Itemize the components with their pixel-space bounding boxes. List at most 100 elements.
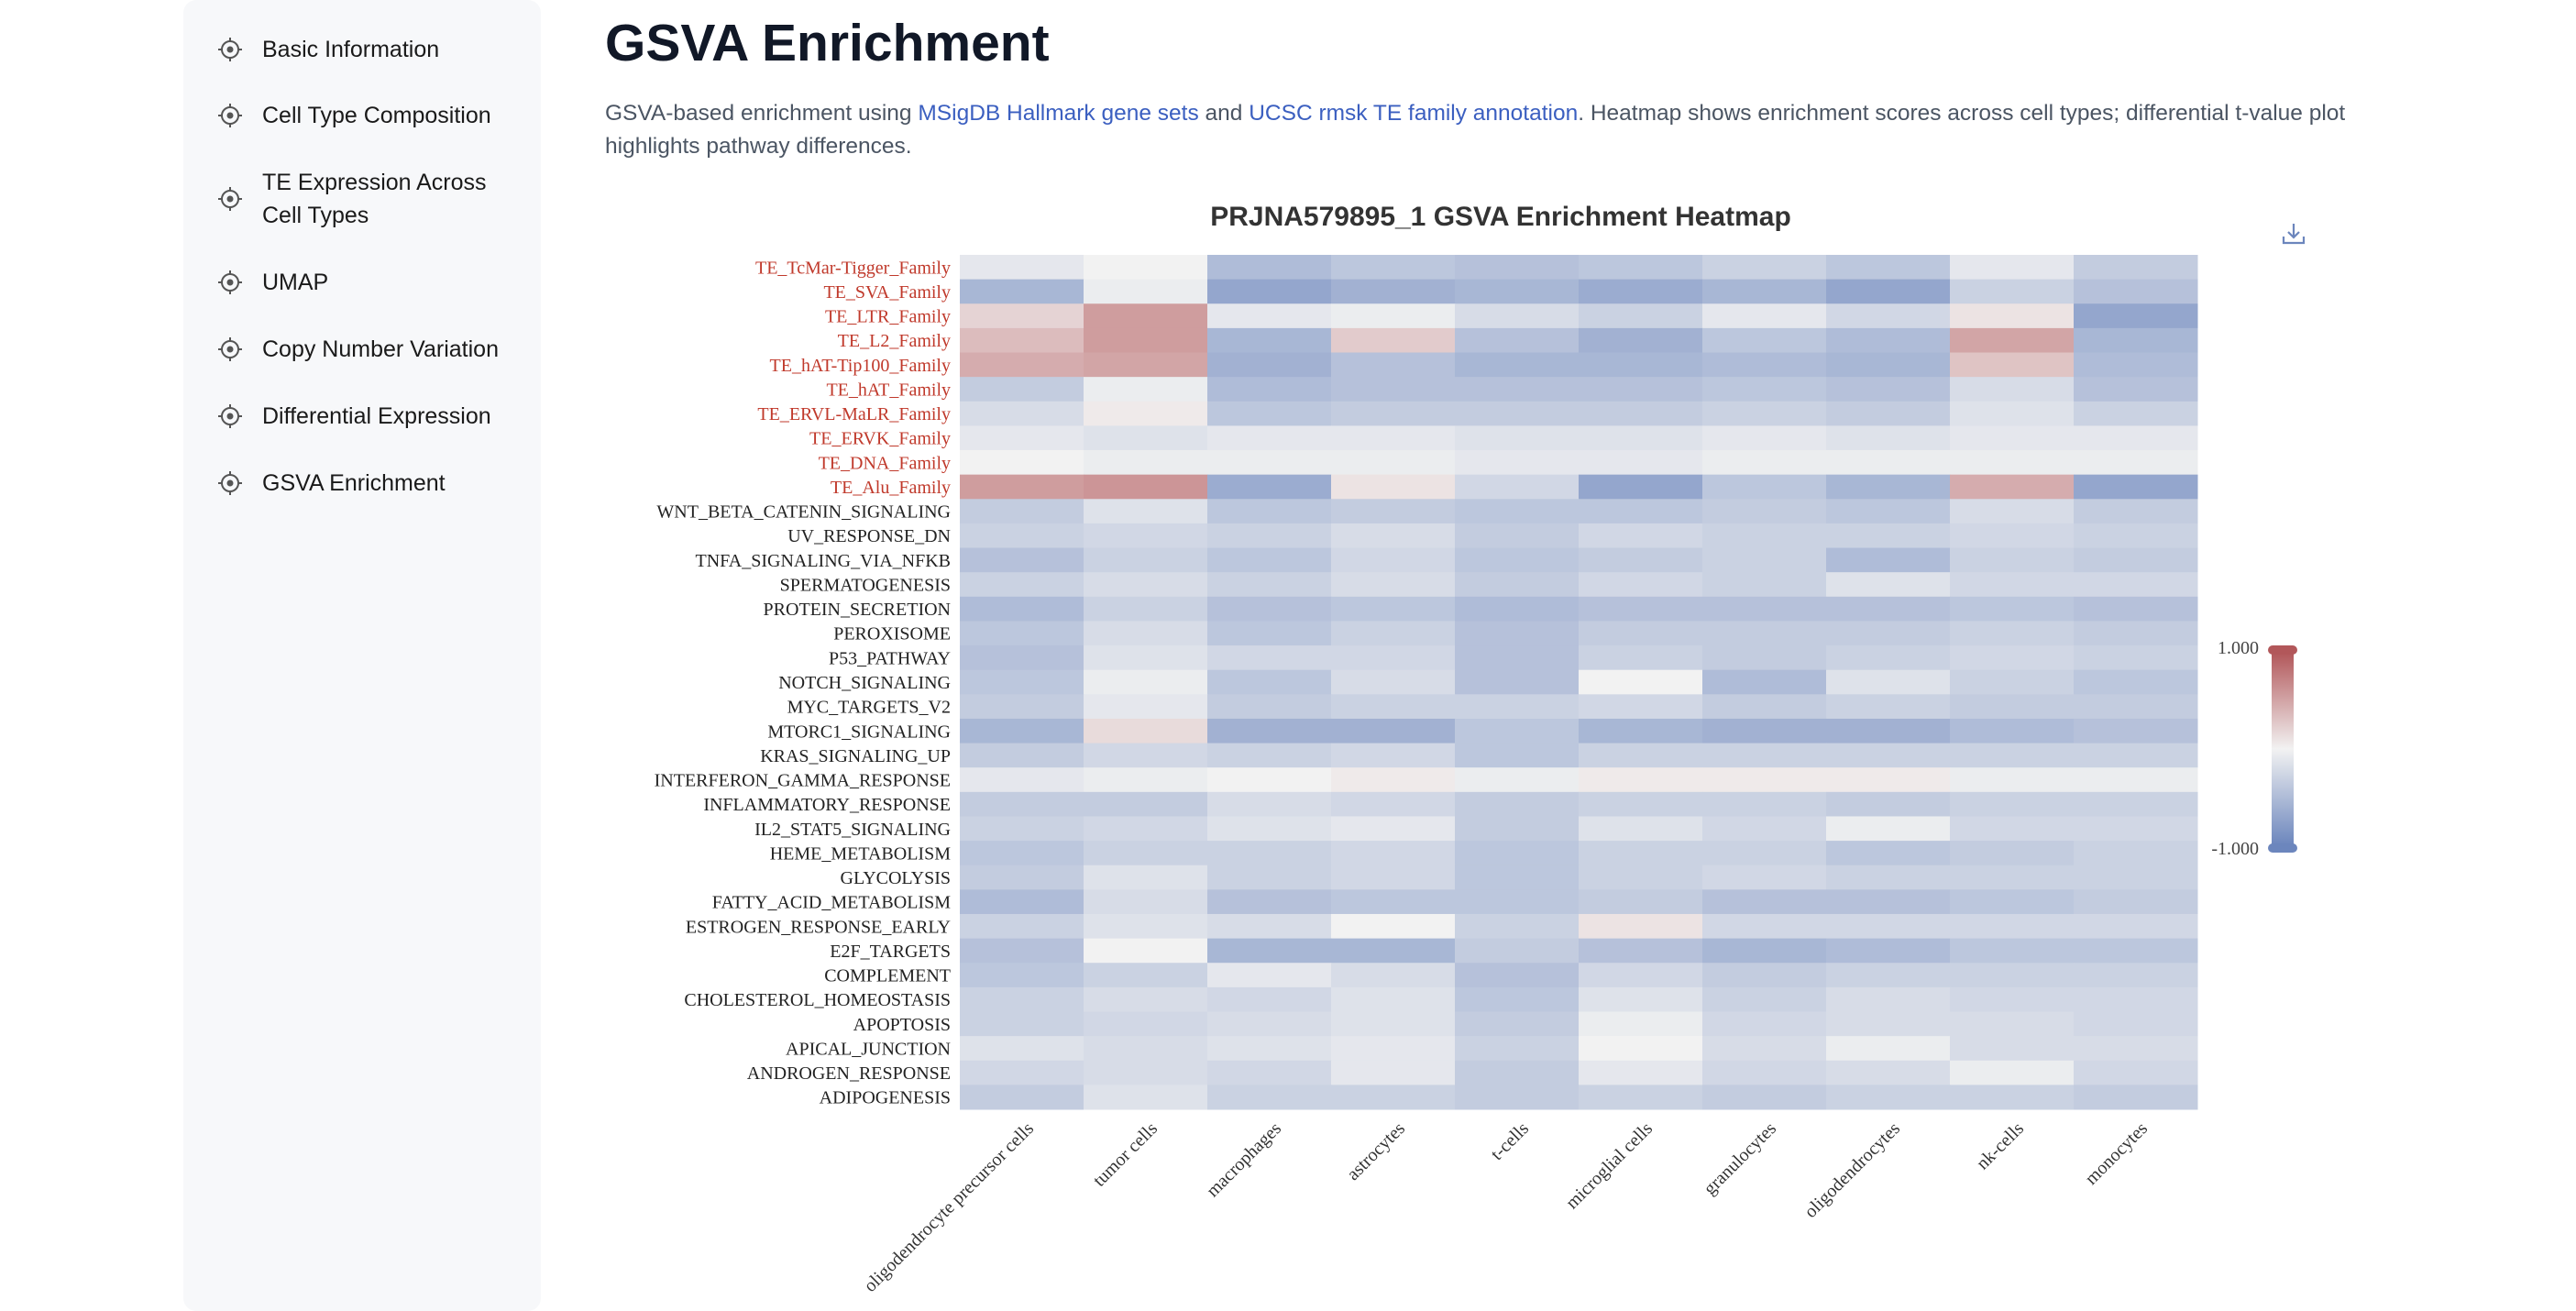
sidebar-item-te-expression[interactable]: TE Expression Across Cell Types: [216, 166, 487, 232]
heatmap-cell[interactable]: [1826, 621, 1951, 646]
heatmap-cell[interactable]: [1702, 913, 1827, 940]
heatmap-cell[interactable]: [1702, 596, 1827, 622]
heatmap-cell[interactable]: [1331, 1011, 1456, 1037]
heatmap-cell[interactable]: [1331, 963, 1456, 988]
heatmap-cell[interactable]: [2074, 401, 2198, 426]
heatmap-cell[interactable]: [1702, 889, 1827, 915]
heatmap-cell[interactable]: [1950, 352, 2075, 378]
heatmap-cell[interactable]: [1579, 1036, 1703, 1062]
heatmap-cell[interactable]: [2074, 596, 2198, 622]
heatmap-cell[interactable]: [2074, 816, 2198, 842]
heatmap-cell[interactable]: [2074, 474, 2198, 500]
heatmap-cell[interactable]: [1826, 718, 1951, 744]
heatmap-cell[interactable]: [2074, 499, 2198, 524]
heatmap-cell[interactable]: [960, 352, 1084, 378]
heatmap-cell[interactable]: [2074, 1011, 2198, 1037]
heatmap-cell[interactable]: [1455, 377, 1580, 402]
heatmap-cell[interactable]: [1455, 913, 1580, 940]
heatmap-cell[interactable]: [1331, 645, 1456, 671]
heatmap-cell[interactable]: [1950, 401, 2075, 426]
heatmap-cell[interactable]: [1826, 255, 1951, 281]
heatmap-cell[interactable]: [1331, 913, 1456, 940]
heatmap-cell[interactable]: [1331, 547, 1456, 573]
heatmap-cell[interactable]: [1950, 474, 2075, 500]
heatmap-cell[interactable]: [1950, 377, 2075, 402]
heatmap-cell[interactable]: [1455, 986, 1580, 1012]
heatmap-cell[interactable]: [1207, 718, 1332, 744]
heatmap-cell[interactable]: [1702, 450, 1827, 476]
heatmap-cell[interactable]: [960, 255, 1084, 281]
heatmap-cell[interactable]: [1702, 669, 1827, 695]
heatmap-cell[interactable]: [2074, 718, 2198, 744]
heatmap-cell[interactable]: [1331, 669, 1456, 695]
heatmap-cell[interactable]: [1084, 474, 1208, 500]
heatmap-cell[interactable]: [1455, 572, 1580, 598]
heatmap-cell[interactable]: [1579, 401, 1703, 426]
heatmap-cell[interactable]: [960, 1036, 1084, 1062]
heatmap-cell[interactable]: [1455, 327, 1580, 354]
heatmap-cell[interactable]: [2074, 279, 2198, 304]
heatmap-cell[interactable]: [1579, 255, 1703, 281]
heatmap-cell[interactable]: [2074, 523, 2198, 549]
heatmap-cell[interactable]: [1455, 547, 1580, 573]
heatmap-cell[interactable]: [1455, 791, 1580, 817]
heatmap-cell[interactable]: [1331, 841, 1456, 866]
heatmap-cell[interactable]: [1455, 621, 1580, 646]
heatmap-cell[interactable]: [1826, 1011, 1951, 1037]
heatmap-cell[interactable]: [1950, 255, 2075, 281]
heatmap-cell[interactable]: [1950, 645, 2075, 671]
heatmap-cell[interactable]: [1084, 255, 1208, 281]
heatmap-cell[interactable]: [1579, 596, 1703, 622]
heatmap-cell[interactable]: [960, 1011, 1084, 1037]
heatmap-cell[interactable]: [960, 596, 1084, 622]
sidebar-item-gsva-enrichment[interactable]: GSVA Enrichment: [216, 467, 446, 500]
heatmap-cell[interactable]: [960, 1085, 1084, 1110]
heatmap-cell[interactable]: [1331, 499, 1456, 524]
heatmap-cell[interactable]: [2074, 986, 2198, 1012]
heatmap-cell[interactable]: [1207, 767, 1332, 793]
heatmap-cell[interactable]: [1207, 669, 1332, 695]
colorbar-min-handle[interactable]: [2268, 843, 2297, 853]
heatmap-cell[interactable]: [1331, 791, 1456, 817]
heatmap-cell[interactable]: [1950, 572, 2075, 598]
heatmap-cell[interactable]: [1950, 865, 2075, 890]
heatmap-cell[interactable]: [1331, 889, 1456, 915]
heatmap-cell[interactable]: [1207, 889, 1332, 915]
heatmap-cell[interactable]: [1826, 1060, 1951, 1085]
heatmap-cell[interactable]: [1207, 791, 1332, 817]
heatmap-cell[interactable]: [1826, 963, 1951, 988]
heatmap-cell[interactable]: [960, 621, 1084, 646]
heatmap-cell[interactable]: [1950, 1011, 2075, 1037]
heatmap-cell[interactable]: [1826, 865, 1951, 890]
heatmap-cell[interactable]: [1826, 450, 1951, 476]
heatmap-cell[interactable]: [1331, 352, 1456, 378]
heatmap-cell[interactable]: [1084, 327, 1208, 354]
heatmap-cell[interactable]: [1826, 279, 1951, 304]
heatmap-cell[interactable]: [2074, 450, 2198, 476]
heatmap-cell[interactable]: [1207, 352, 1332, 378]
heatmap-cell[interactable]: [1579, 621, 1703, 646]
heatmap-cell[interactable]: [960, 889, 1084, 915]
heatmap-cell[interactable]: [1084, 1036, 1208, 1062]
heatmap-cell[interactable]: [1702, 791, 1827, 817]
heatmap-cell[interactable]: [1207, 1060, 1332, 1085]
heatmap-cell[interactable]: [1950, 279, 2075, 304]
heatmap-cell[interactable]: [1826, 889, 1951, 915]
heatmap-cell[interactable]: [1950, 913, 2075, 940]
heatmap-cell[interactable]: [1702, 743, 1827, 768]
heatmap-cell[interactable]: [1207, 547, 1332, 573]
heatmap-cell[interactable]: [1455, 1011, 1580, 1037]
heatmap-cell[interactable]: [1579, 791, 1703, 817]
heatmap-cell[interactable]: [1579, 327, 1703, 354]
heatmap-cell[interactable]: [2074, 767, 2198, 793]
heatmap-cell[interactable]: [1207, 474, 1332, 500]
heatmap-cell[interactable]: [960, 816, 1084, 842]
heatmap-cell[interactable]: [1455, 1036, 1580, 1062]
heatmap-cell[interactable]: [1331, 425, 1456, 451]
heatmap-cell[interactable]: [1702, 303, 1827, 329]
heatmap-cell[interactable]: [1455, 743, 1580, 768]
heatmap-cell[interactable]: [1331, 938, 1456, 964]
heatmap-cell[interactable]: [1084, 499, 1208, 524]
heatmap-cell[interactable]: [2074, 743, 2198, 768]
heatmap-cell[interactable]: [1579, 767, 1703, 793]
